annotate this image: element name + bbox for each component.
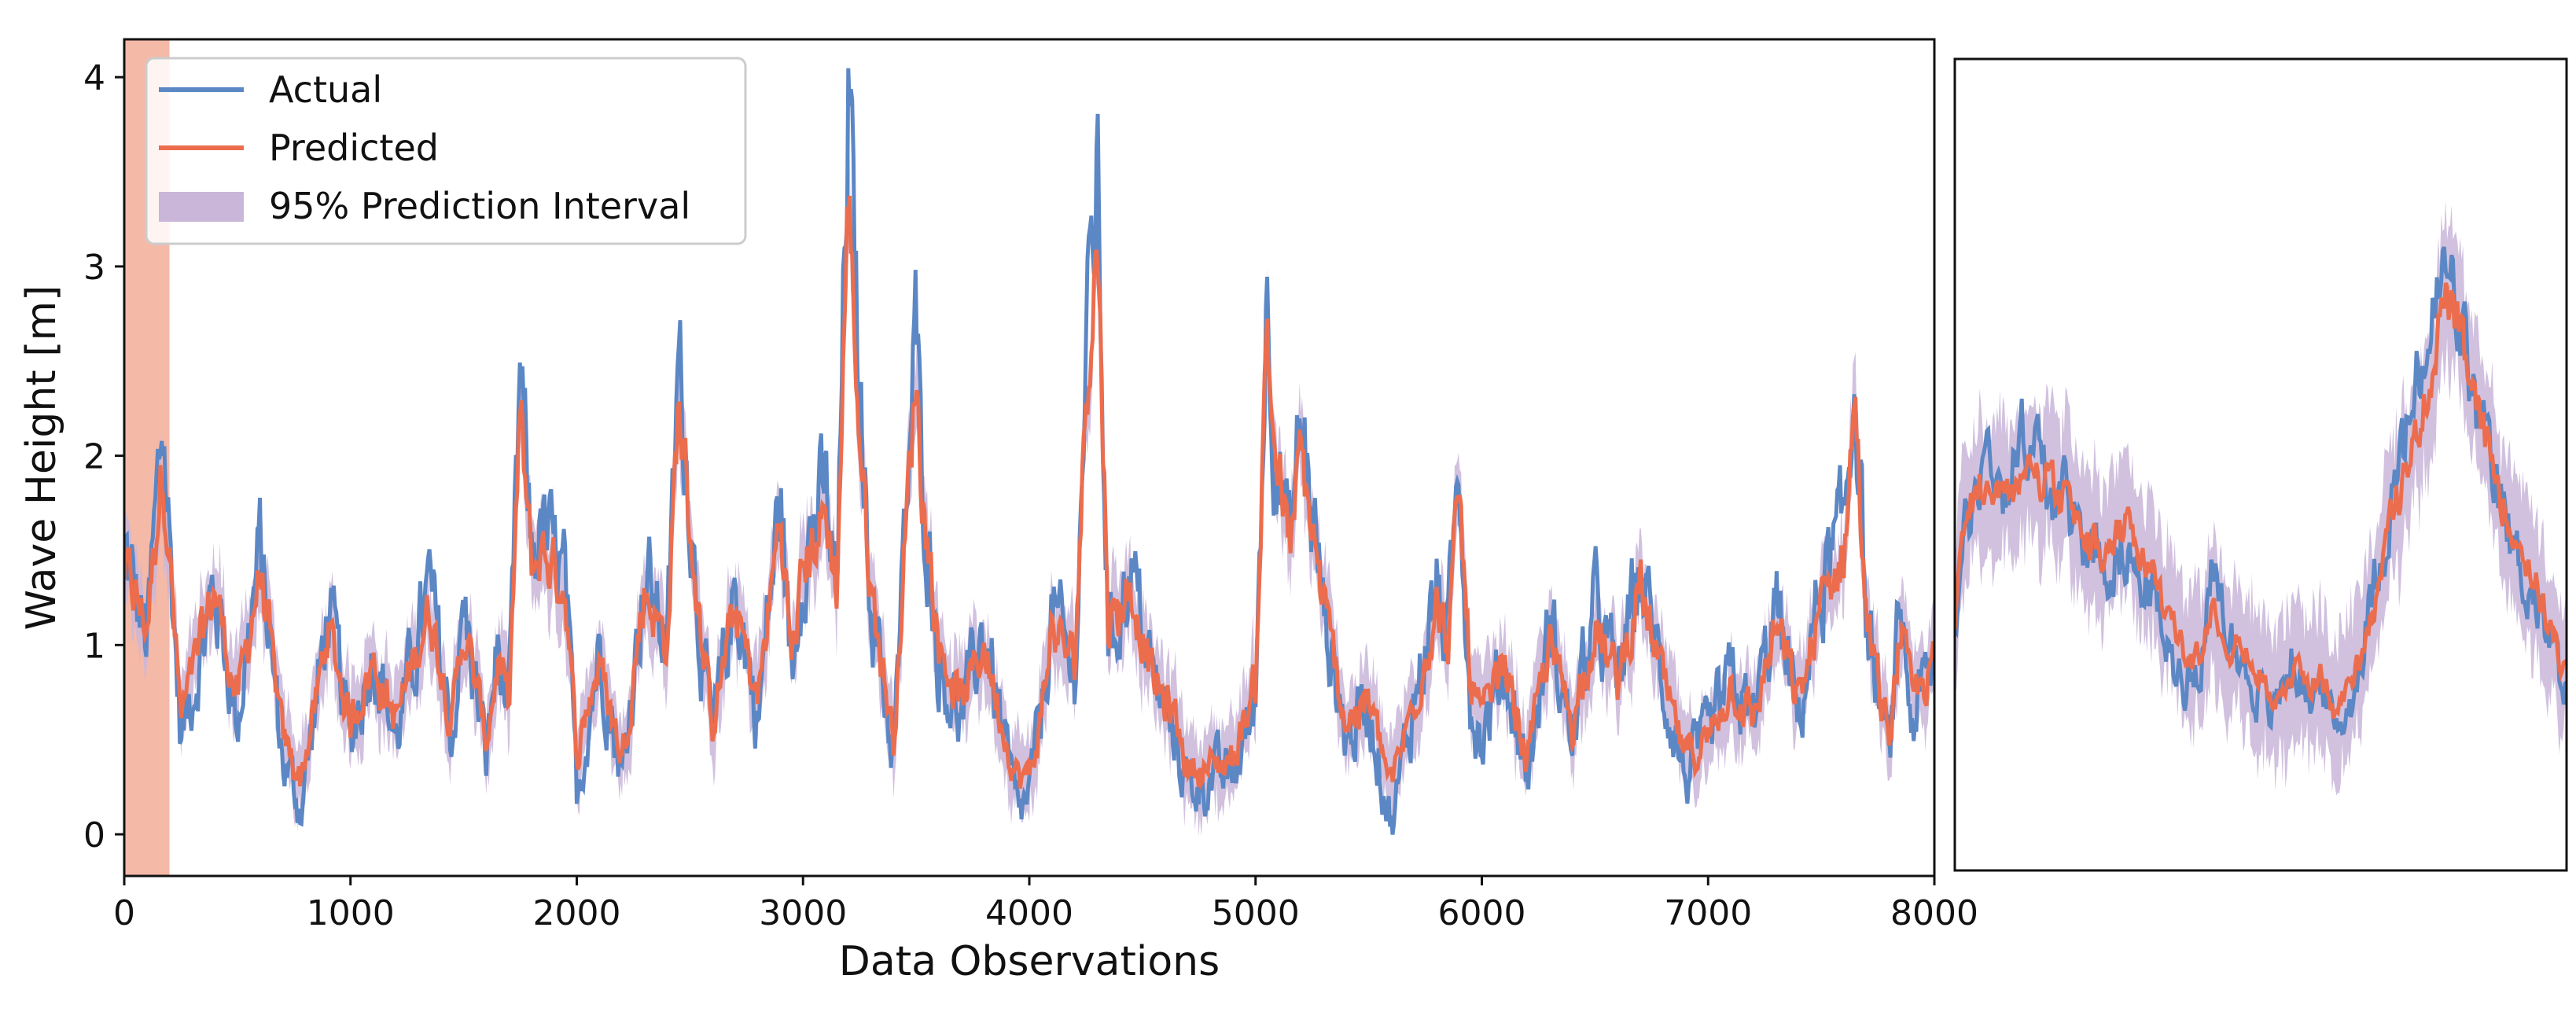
- y-axis: 0 1 2 3 4: [83, 58, 124, 856]
- legend-box: [145, 57, 747, 245]
- x-tick-label: 7000: [1664, 893, 1752, 933]
- main-plot: 0 1000 2000 3000 4000 5000 6000 7000 8000 01234 …: [18, 38, 1978, 985]
- legend: Actual Predicted 95% Prediction Interval: [145, 57, 747, 245]
- legend-predicted-label: Predicted: [269, 127, 439, 169]
- y-tick-label: 1: [83, 626, 105, 666]
- x-tick-label: 8000: [1890, 893, 1978, 933]
- x-axis-label: Data Observations: [839, 938, 1220, 985]
- y-tick-label: 4: [83, 58, 105, 98]
- y-tick-label: 3: [83, 248, 105, 288]
- predicted-series-line: [124, 195, 1934, 790]
- x-tick-label: 0: [113, 893, 135, 933]
- actual-series-line: [124, 68, 1934, 835]
- x-tick-label: 6000: [1438, 893, 1526, 933]
- x-tick-label: 2000: [533, 893, 621, 933]
- inset-predicted-series-line: [1955, 282, 2567, 719]
- y-axis-label: Wave Height [m]: [18, 285, 65, 631]
- inset-plot-frame: [1953, 57, 2568, 872]
- x-tick-label: 3000: [759, 893, 847, 933]
- legend-interval-label: 95% Prediction Interval: [269, 185, 690, 227]
- x-tick-label: 5000: [1212, 893, 1300, 933]
- y-tick-label: 0: [83, 815, 105, 856]
- x-tick-label: 1000: [307, 893, 395, 933]
- inset-plot: [1953, 57, 2568, 872]
- legend-interval-swatch: [159, 192, 244, 222]
- x-tick-label: 4000: [985, 893, 1073, 933]
- y-tick-label: 2: [83, 437, 105, 477]
- legend-actual-label: Actual: [269, 68, 382, 111]
- x-axis: 0 1000 2000 3000 4000 5000 6000 7000 8000: [113, 876, 1978, 933]
